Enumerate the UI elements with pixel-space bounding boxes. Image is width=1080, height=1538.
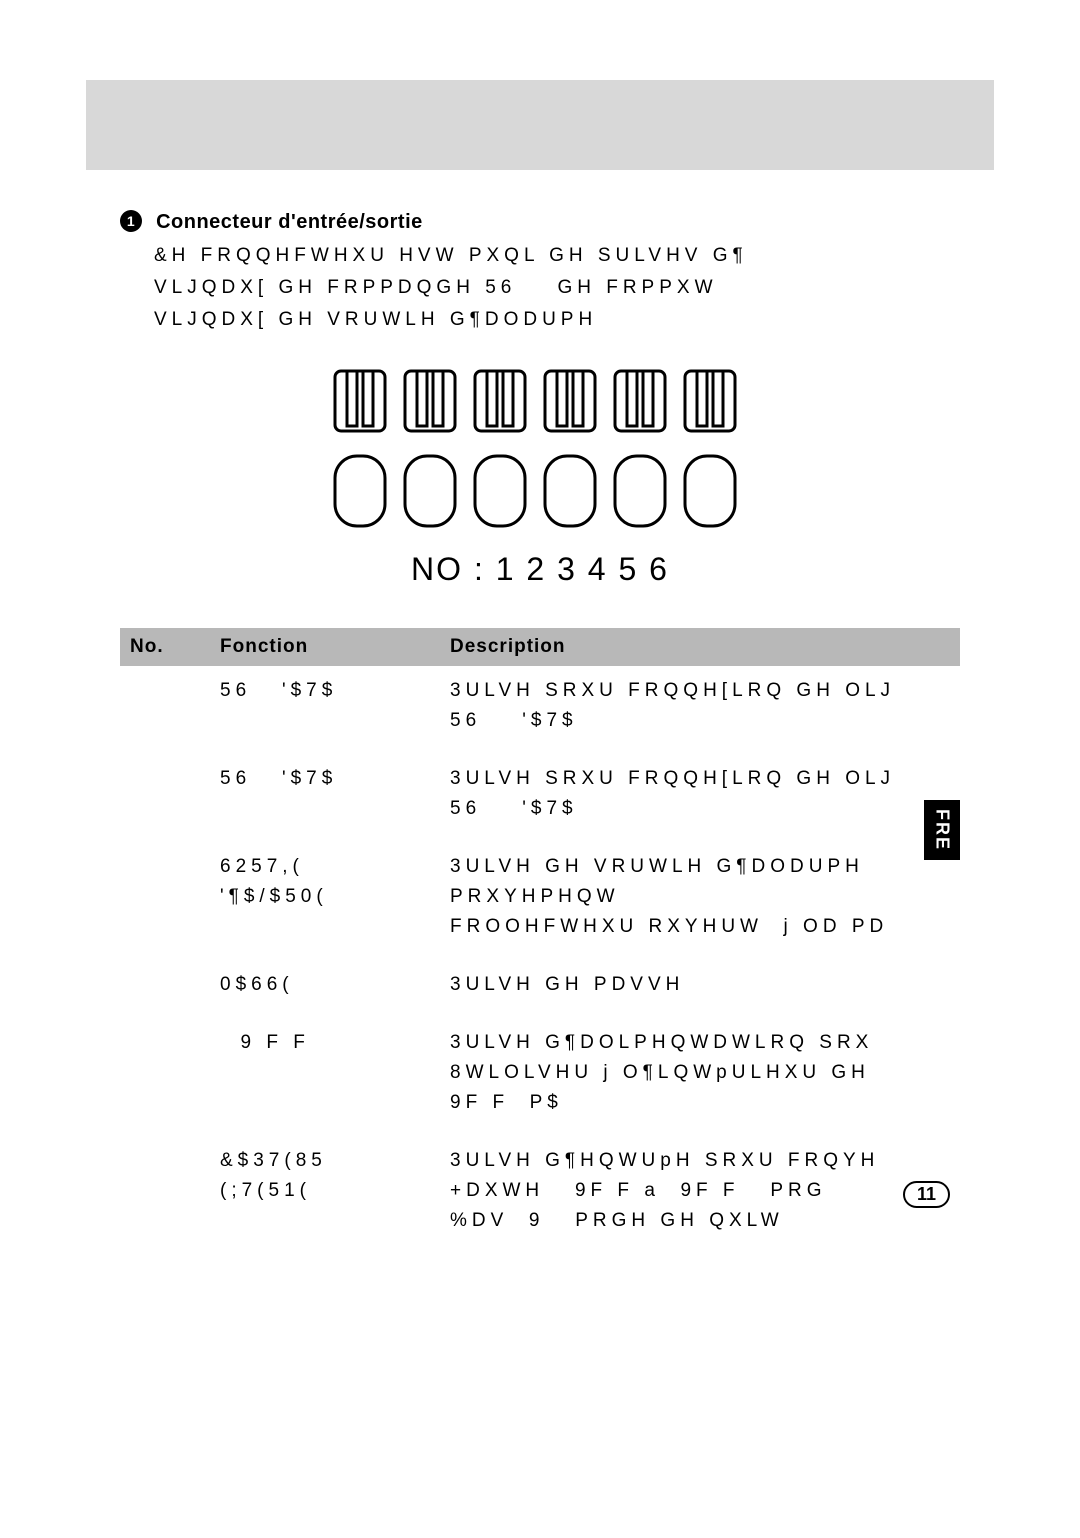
connector-diagram (325, 366, 755, 541)
header-band (86, 80, 994, 170)
section-body-line-1: &H FRQQHFWHXU HVW PXQL GH SULVHV G¶ (154, 240, 960, 272)
connector-svg (325, 366, 755, 536)
section-number-badge: 1 (120, 210, 142, 232)
cell-desc: 3ULVH SRXU FRQQH[LRQ GH OLJ 56 '$7$ (440, 666, 960, 754)
cell-no (120, 754, 210, 842)
section-title-text: Connecteur d'entrée/sortie (156, 211, 423, 233)
section-body-line-2: VLJQDX[ GH FRPPDQGH 56 GH FRPPXW (154, 272, 960, 304)
cell-no (120, 666, 210, 754)
cell-desc: 3ULVH G¶HQWUpH SRXU FRQYH +DXWH 9F F a 9… (440, 1136, 960, 1254)
table-row: &$37(85 (;7(51( 3ULVH G¶HQWUpH SRXU FRQY… (120, 1136, 960, 1254)
col-header-fn: Fonction (210, 628, 440, 666)
no-numbers: 1 2 3 4 5 6 (496, 551, 669, 587)
table-header-row: No. Fonction Description (120, 628, 960, 666)
cell-fn: 56 '$7$ (210, 666, 440, 754)
cell-fn: &$37(85 (;7(51( (210, 1136, 440, 1254)
cell-no (120, 960, 210, 1018)
content-area: 1 Connecteur d'entrée/sortie &H FRQQHFWH… (120, 210, 960, 1254)
col-header-no: No. (120, 628, 210, 666)
cell-no (120, 1018, 210, 1136)
no-label: NO : (411, 551, 485, 587)
table-row: 6257,( '¶$/$50( 3ULVH GH VRUWLH G¶DODUPH… (120, 842, 960, 960)
page: 1 Connecteur d'entrée/sortie &H FRQQHFWH… (0, 0, 1080, 1538)
table-row: 0$66( 3ULVH GH PDVVH (120, 960, 960, 1018)
cell-fn: 6257,( '¶$/$50( (210, 842, 440, 960)
cell-desc: 3ULVH G¶DOLPHQWDWLRQ SRX 8WLOLVHU j O¶LQ… (440, 1018, 960, 1136)
cell-desc: 3ULVH GH PDVVH (440, 960, 960, 1018)
connector-table: No. Fonction Description 56 '$7$ 3ULVH S… (120, 628, 960, 1254)
cell-desc: 3ULVH SRXU FRQQH[LRQ GH OLJ 56 '$7$ (440, 754, 960, 842)
cell-fn: 56 '$7$ (210, 754, 440, 842)
section-heading: 1 Connecteur d'entrée/sortie (120, 210, 960, 234)
cell-fn: 0$66( (210, 960, 440, 1018)
cell-no (120, 842, 210, 960)
table-row: 9 F F 3ULVH G¶DOLPHQWDWLRQ SRX 8WLOLVHU … (120, 1018, 960, 1136)
col-header-desc: Description (440, 628, 960, 666)
page-number: 11 (903, 1181, 950, 1208)
section-body-line-3: VLJQDX[ GH VRUWLH G¶DODUPH (154, 304, 960, 336)
cell-desc: 3ULVH GH VRUWLH G¶DODUPH PRXYHPHQW FROOH… (440, 842, 960, 960)
cell-no (120, 1136, 210, 1254)
language-tab: FRE (924, 800, 960, 860)
cell-fn: 9 F F (210, 1018, 440, 1136)
table-row: 56 '$7$ 3ULVH SRXU FRQQH[LRQ GH OLJ 56 '… (120, 754, 960, 842)
diagram-number-line: NO : 1 2 3 4 5 6 (120, 551, 960, 588)
table-row: 56 '$7$ 3ULVH SRXU FRQQH[LRQ GH OLJ 56 '… (120, 666, 960, 754)
